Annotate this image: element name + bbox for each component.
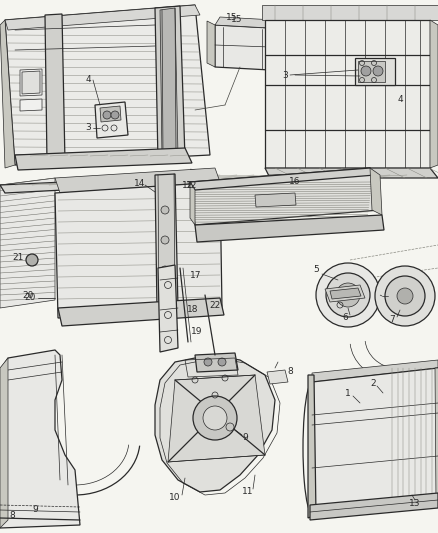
Polygon shape (0, 20, 15, 168)
Text: 19: 19 (191, 327, 203, 336)
Circle shape (161, 206, 169, 214)
Text: 8: 8 (9, 512, 15, 521)
Circle shape (161, 236, 169, 244)
Polygon shape (155, 355, 275, 492)
Text: 21: 21 (12, 254, 24, 262)
Circle shape (203, 406, 227, 430)
Polygon shape (215, 17, 275, 28)
Polygon shape (155, 6, 185, 162)
Polygon shape (45, 14, 65, 163)
Circle shape (103, 111, 111, 119)
Polygon shape (265, 20, 430, 168)
Polygon shape (0, 178, 55, 308)
Text: 2: 2 (370, 378, 376, 387)
Text: 7: 7 (389, 316, 395, 325)
Polygon shape (355, 58, 395, 85)
Polygon shape (312, 368, 438, 515)
Text: 11: 11 (242, 488, 254, 497)
Polygon shape (5, 5, 200, 30)
Text: 3: 3 (85, 124, 91, 133)
Polygon shape (265, 168, 438, 178)
Circle shape (26, 254, 38, 266)
Circle shape (316, 263, 380, 327)
Polygon shape (358, 61, 385, 82)
Circle shape (361, 66, 371, 76)
Text: 9: 9 (32, 505, 38, 514)
Text: 4: 4 (85, 76, 91, 85)
Polygon shape (168, 375, 265, 462)
Polygon shape (55, 168, 220, 193)
Text: 22: 22 (209, 301, 221, 310)
Polygon shape (325, 285, 365, 302)
Text: 1: 1 (345, 389, 351, 398)
Polygon shape (330, 288, 361, 299)
Text: 18: 18 (187, 305, 199, 314)
Polygon shape (58, 298, 224, 326)
Text: 3: 3 (282, 70, 288, 79)
Polygon shape (215, 25, 270, 70)
Text: 5: 5 (313, 265, 319, 274)
Polygon shape (0, 175, 220, 193)
Circle shape (385, 276, 425, 316)
Polygon shape (267, 370, 288, 384)
Circle shape (373, 66, 383, 76)
Polygon shape (310, 493, 438, 520)
Text: 15: 15 (226, 13, 238, 22)
Text: 16: 16 (289, 177, 301, 187)
Polygon shape (55, 182, 222, 318)
Text: 4: 4 (397, 95, 403, 104)
Polygon shape (312, 360, 438, 382)
Text: 12: 12 (182, 181, 194, 190)
Polygon shape (160, 8, 178, 158)
Polygon shape (20, 99, 42, 111)
Text: 8: 8 (287, 367, 293, 376)
Text: 20: 20 (25, 294, 35, 303)
Polygon shape (190, 168, 375, 190)
Polygon shape (430, 20, 438, 168)
Circle shape (193, 396, 237, 440)
Circle shape (336, 283, 360, 307)
Polygon shape (5, 5, 210, 165)
Text: 13: 13 (409, 498, 421, 507)
Text: 20: 20 (22, 290, 34, 300)
Ellipse shape (300, 204, 320, 216)
Polygon shape (15, 148, 192, 170)
Ellipse shape (361, 449, 399, 471)
Text: 15: 15 (231, 15, 243, 25)
Polygon shape (255, 193, 296, 207)
Text: 12: 12 (186, 181, 198, 190)
Polygon shape (100, 106, 121, 122)
Circle shape (111, 111, 119, 119)
Polygon shape (370, 168, 382, 215)
Text: 9: 9 (242, 432, 248, 441)
Polygon shape (22, 71, 40, 94)
Polygon shape (207, 21, 215, 67)
Text: 10: 10 (169, 494, 181, 503)
Circle shape (375, 266, 435, 326)
Polygon shape (20, 69, 42, 96)
Polygon shape (0, 350, 80, 528)
Polygon shape (262, 5, 438, 20)
Circle shape (204, 358, 212, 366)
Polygon shape (308, 375, 316, 518)
Polygon shape (195, 215, 384, 242)
Text: 14: 14 (134, 179, 146, 188)
Circle shape (161, 266, 169, 274)
Polygon shape (158, 265, 178, 352)
Polygon shape (0, 358, 8, 528)
Text: 17: 17 (190, 271, 202, 279)
Polygon shape (190, 168, 380, 225)
Circle shape (326, 273, 370, 317)
Text: 6: 6 (342, 313, 348, 322)
Polygon shape (190, 182, 195, 225)
Polygon shape (435, 368, 438, 502)
Polygon shape (155, 174, 178, 310)
Circle shape (397, 288, 413, 304)
Polygon shape (95, 102, 128, 138)
Polygon shape (268, 174, 360, 188)
Circle shape (218, 358, 226, 366)
Polygon shape (195, 353, 238, 372)
